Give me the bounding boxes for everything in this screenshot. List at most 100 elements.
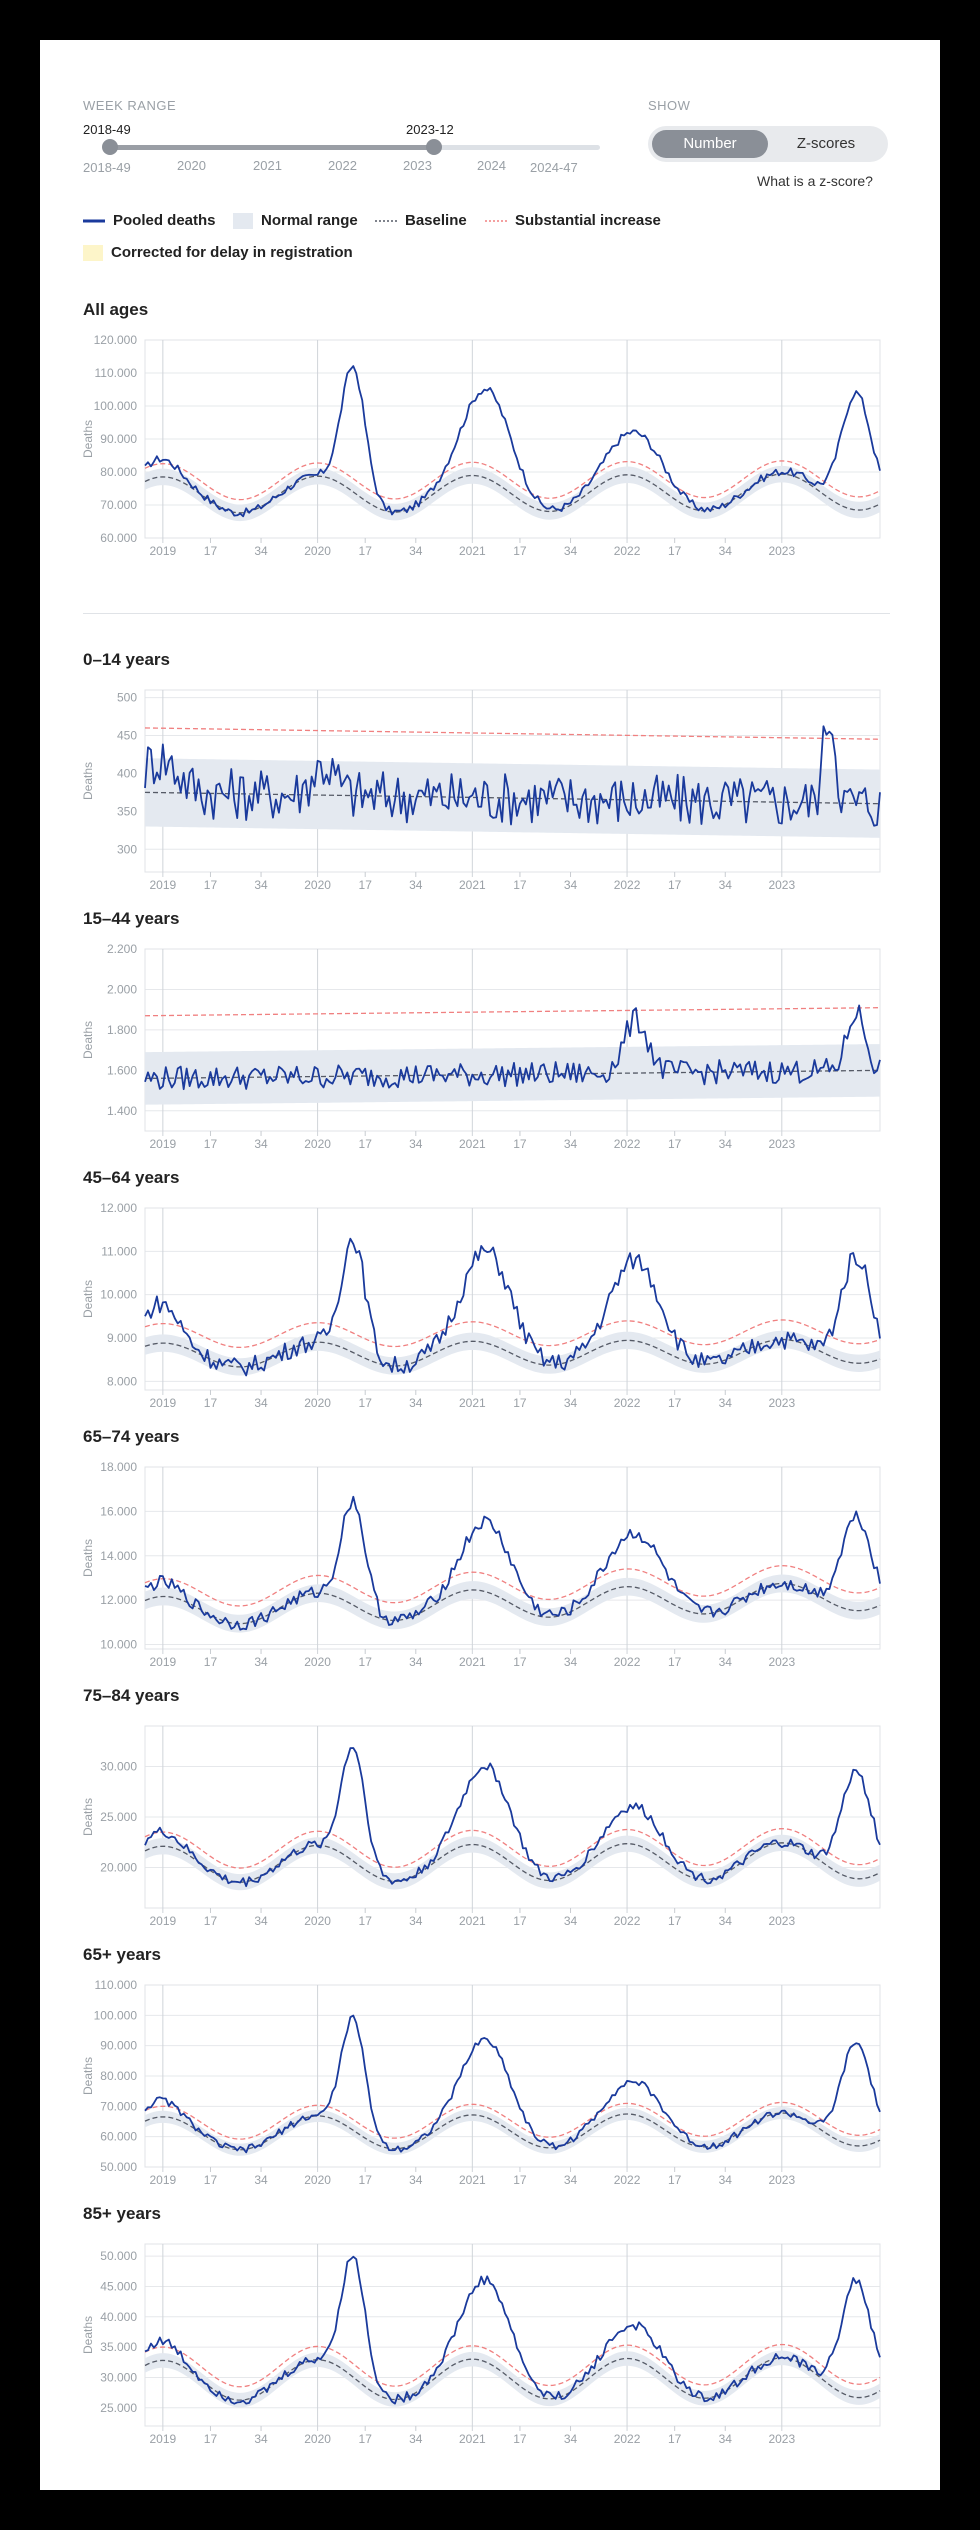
toggle-number-button[interactable]: Number: [652, 130, 768, 158]
x-tick-label: 2020: [304, 1396, 331, 1410]
x-tick-label: 2020: [304, 2173, 331, 2187]
x-tick-label: 34: [719, 544, 733, 558]
show-label: SHOW: [648, 98, 691, 113]
baseline-line: [144, 791, 881, 805]
x-tick-label: 17: [513, 878, 527, 892]
x-tick-label: 34: [719, 1396, 733, 1410]
x-tick-label: 17: [359, 878, 373, 892]
plot-frame: [144, 1984, 881, 2168]
x-tick-label: 34: [254, 2173, 268, 2187]
x-tick-label: 2023: [768, 1396, 795, 1410]
x-tick-label: 17: [204, 1396, 218, 1410]
y-tick-label: 90.000: [100, 432, 137, 446]
chart-title-45-64: 45–64 years: [83, 1168, 180, 1187]
y-tick-label: 40.000: [100, 2310, 137, 2324]
baseline-line: [144, 1582, 881, 1625]
toggle-zscores-button[interactable]: Z-scores: [796, 135, 856, 152]
x-tick-label: 17: [668, 2432, 682, 2446]
x-tick-label: 17: [668, 1655, 682, 1669]
plot-frame: [144, 1466, 881, 1650]
substantial-increase-line: [144, 1007, 881, 1017]
x-tick-label: 34: [564, 878, 578, 892]
x-tick-label: 2023: [768, 1655, 795, 1669]
x-tick-label: 34: [254, 1914, 268, 1928]
x-tick-label: 2020: [304, 2432, 331, 2446]
x-tick-label: 17: [204, 544, 218, 558]
x-tick-label: 2019: [150, 878, 177, 892]
axis-year-2: 2021: [253, 158, 282, 173]
y-tick-label: 8.000: [107, 1374, 137, 1388]
x-tick-label: 2022: [614, 544, 641, 558]
y-tick-label: 35.000: [100, 2340, 137, 2354]
number-zscore-toggle: Number Z-scores: [648, 126, 888, 162]
x-tick-label: 2023: [768, 2173, 795, 2187]
chart-title-0-14: 0–14 years: [83, 650, 170, 669]
normal-range-band: [145, 1834, 880, 1891]
y-tick-label: 9.000: [107, 1331, 137, 1345]
chart-all-ages: 60.000 70.000 80.000 90.000 100.000 110.000 12…: [81, 333, 881, 558]
y-tick-label: 300: [117, 842, 137, 856]
y-tick-label: 60.000: [100, 2130, 137, 2144]
y-tick-label: 25.000: [100, 1810, 137, 1824]
pooled-line-icon: [83, 219, 105, 222]
x-tick-label: 2021: [459, 1655, 486, 1669]
chart-65-plus: 50.000 60.000 70.000 80.000 90.000 100.000 110…: [81, 1978, 881, 2187]
plot-frame: [144, 2243, 881, 2427]
range-start-label: 2018-49: [83, 122, 131, 137]
y-tick-label: 18.000: [100, 1460, 137, 1474]
x-tick-label: 17: [513, 1396, 527, 1410]
x-tick-label: 17: [204, 1914, 218, 1928]
chart-title-75-84: 75–84 years: [83, 1686, 180, 1705]
x-tick-label: 34: [564, 544, 578, 558]
x-tick-label: 2021: [459, 1914, 486, 1928]
x-tick-label: 2022: [614, 2432, 641, 2446]
plot-frame: [144, 948, 881, 1132]
range-start-handle[interactable]: [102, 139, 118, 155]
y-tick-label: 60.000: [100, 531, 137, 545]
y-tick-label: 70.000: [100, 498, 137, 512]
normal-range-band: [145, 1574, 880, 1633]
legend-normal-label: Normal range: [261, 212, 358, 229]
axis-year-4: 2023: [403, 158, 432, 173]
x-tick-label: 2023: [768, 1137, 795, 1151]
chart-45-64: 8.000 9.000 10.000 11.000 12.000 2019 17 34 2020…: [81, 1201, 881, 1410]
x-tick-label: 34: [719, 1914, 733, 1928]
plot-frame: [144, 1207, 881, 1391]
x-tick-label: 34: [409, 1137, 423, 1151]
legend-pooled: Pooled deaths: [83, 212, 216, 229]
y-axis-label: Deaths: [81, 1280, 95, 1318]
x-tick-label: 17: [359, 1137, 373, 1151]
x-tick-label: 2020: [304, 1137, 331, 1151]
y-tick-label: 1.800: [107, 1023, 137, 1037]
axis-year-0: 2018-49: [83, 160, 131, 175]
week-range-fill: [110, 145, 434, 150]
x-tick-label: 34: [719, 2173, 733, 2187]
y-tick-label: 350: [117, 804, 137, 818]
y-tick-label: 45.000: [100, 2279, 137, 2293]
x-tick-label: 2019: [150, 2432, 177, 2446]
x-tick-label: 2022: [614, 2173, 641, 2187]
week-range-label: WEEK RANGE: [83, 98, 177, 113]
x-tick-label: 34: [564, 1914, 578, 1928]
x-tick-label: 34: [409, 2173, 423, 2187]
corrected-swatch-icon: [83, 244, 103, 261]
x-tick-label: 34: [254, 2432, 268, 2446]
x-tick-label: 2020: [304, 544, 331, 558]
normal-range-band: [145, 1044, 880, 1105]
x-tick-label: 34: [254, 1137, 268, 1151]
chart-title-65-plus: 65+ years: [83, 1945, 161, 1964]
legend-pooled-label: Pooled deaths: [113, 212, 216, 229]
y-tick-label: 400: [117, 766, 137, 780]
x-tick-label: 17: [359, 1396, 373, 1410]
x-tick-label: 2019: [150, 544, 177, 558]
range-end-handle[interactable]: [426, 139, 442, 155]
y-tick-label: 16.000: [100, 1504, 137, 1518]
axis-year-5: 2024: [477, 158, 506, 173]
zscore-help-link[interactable]: What is a z-score?: [757, 173, 873, 189]
x-tick-label: 2021: [459, 878, 486, 892]
x-tick-label: 17: [359, 1655, 373, 1669]
pooled-deaths-line: [144, 1495, 881, 1631]
y-tick-label: 100.000: [94, 399, 138, 413]
section-divider: [83, 613, 890, 614]
x-tick-label: 2019: [150, 1137, 177, 1151]
